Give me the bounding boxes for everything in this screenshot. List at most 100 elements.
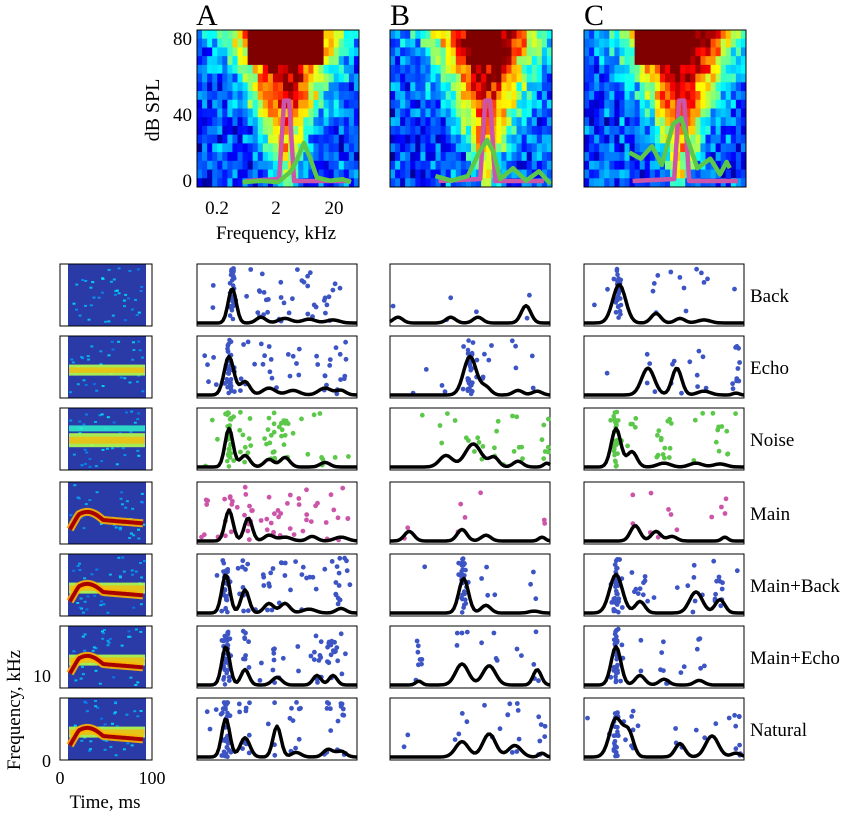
tuning-cell [202,38,208,48]
tuning-cell [654,30,661,40]
tuning-cell [584,91,590,101]
tuning-cell [328,117,335,127]
tuning-cell [252,47,259,57]
tuning-cell [202,169,208,179]
tuning-cell [634,91,641,101]
tuning-cell [465,56,472,66]
tuning-y-label: dB SPL [142,79,164,142]
tuning-cell [353,178,359,187]
tuning-cell [609,134,615,144]
tuning-cell [343,38,350,48]
spectrogram-noise [120,491,124,494]
spike-dot [238,409,243,415]
tuning-cell [415,82,421,92]
spectrogram-noise [125,500,129,503]
spike-dot [616,315,621,320]
tuning-cell [272,99,279,109]
spike-dot [318,639,324,645]
tuning-cell [262,47,269,57]
spike-dot [223,705,228,710]
tuning-cell [465,134,472,144]
tuning-cell [197,125,203,136]
spike-dot [625,443,630,449]
spike-dot [661,668,666,673]
spike-dot [308,653,314,659]
tuning-cell [207,178,213,187]
spectro-x-tick-100: 100 [139,768,166,788]
spectrogram-noise [82,423,86,426]
spike-dot [674,585,680,590]
spike-dot [262,353,267,359]
tuning-cell [293,134,299,144]
spectrogram-noise [80,464,84,467]
tuning-cell [430,30,436,40]
tuning-cell [247,82,254,92]
raster-frame [389,481,551,545]
tuning-cell [690,64,696,75]
tuning-cell [283,108,289,118]
spike-dot [301,279,307,285]
spike-dot [482,702,487,708]
spike-dot [509,338,515,344]
tuning-cell [531,108,538,118]
spike-dot [221,677,226,682]
spike-dot [223,605,228,611]
tuning-cell [521,99,528,109]
tuning-cell [710,143,717,153]
stimulus-label-main-back: Main+Back [750,576,840,597]
tuning-cell [665,30,671,40]
tuning-cell [531,64,538,75]
tuning-cell [353,117,359,127]
spike-dot [611,637,617,643]
spike-dot [202,353,208,359]
spike-dot [225,567,231,572]
tuning-cell [740,108,746,118]
tuning-cell [212,47,218,57]
tuning-cell [730,143,737,153]
tuning-cell [207,160,213,170]
tuning-cell [619,160,625,170]
tuning-cell [604,117,610,127]
spectrogram-noise [137,528,140,531]
tuning-cell [471,47,477,57]
tuning-cell [740,160,746,170]
tuning-cell [237,56,243,66]
spectrogram-noise [114,711,117,714]
tuning-cell [491,64,497,75]
tuning-cell [217,56,223,66]
tuning-cell [400,99,406,109]
tuning-cell [685,38,691,48]
spectrogram-noise [134,570,138,573]
tuning-cell [680,82,686,92]
tuning-cell [506,117,512,127]
spike-dot [220,710,225,716]
spectrogram-noise [94,700,97,702]
tuning-cell [665,169,671,179]
tuning-cell [720,99,727,109]
tuning-cell [232,47,238,57]
spike-dot [325,644,330,650]
spectrogram-noise [81,665,84,668]
tuning-cell [460,152,467,162]
spike-dot [644,380,650,386]
tuning-cell [283,73,289,83]
spike-dot [533,596,539,602]
spike-dot [261,574,267,580]
tuning-cell [665,152,671,162]
tuning-cell [323,134,330,144]
tuning-cell [232,160,238,170]
spectrogram-noise [137,454,141,457]
tuning-cell [445,125,452,136]
spectrogram-noise [81,357,85,360]
tuning-cell [222,82,228,92]
tuning-cell [465,99,472,109]
tuning-cell [400,134,406,144]
tuning-cell [242,108,249,118]
tuning-cell [430,91,436,101]
tuning-cell [450,152,457,162]
tuning-cell [649,47,656,57]
tuning-cell [267,108,274,118]
raster-frame [583,263,745,327]
tuning-cell [609,108,615,118]
tuning-cell [390,99,396,109]
